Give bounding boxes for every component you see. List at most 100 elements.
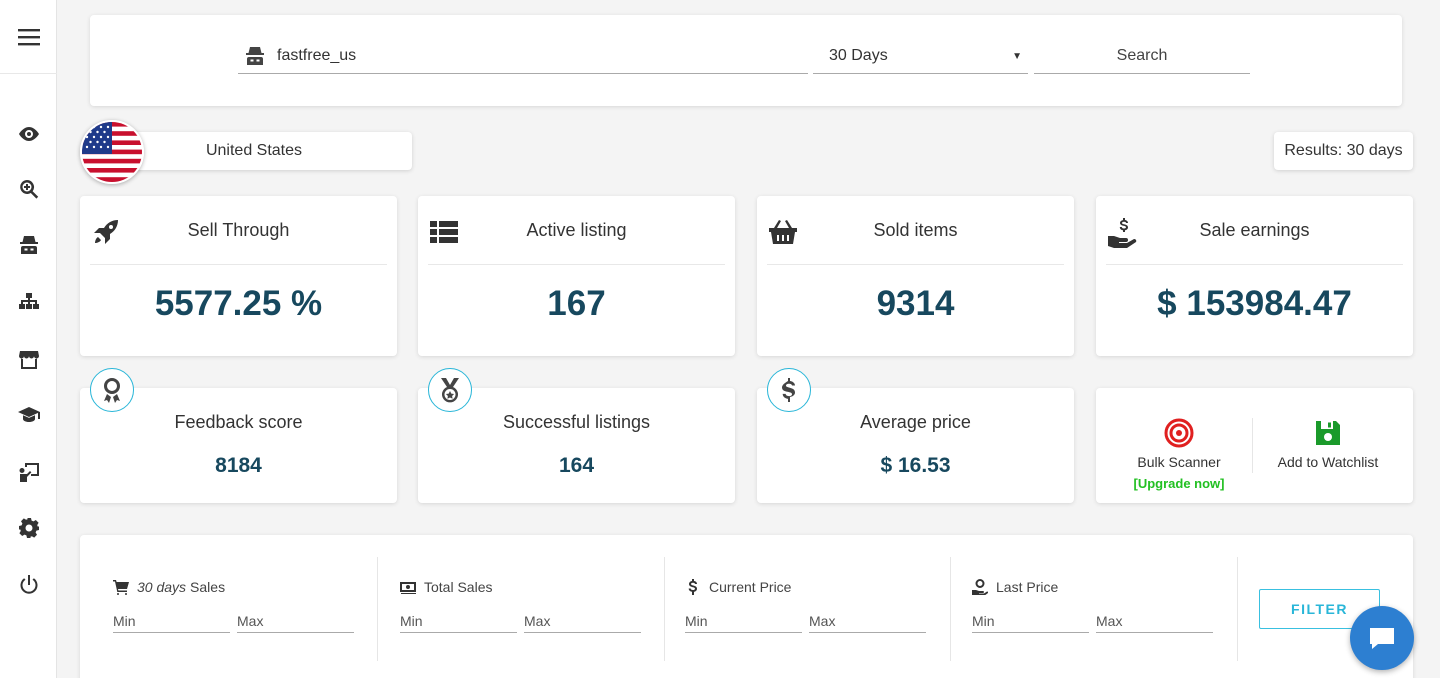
search-button[interactable]: Search — [1034, 39, 1250, 74]
divider — [767, 264, 1064, 265]
us-flag-icon — [80, 120, 144, 184]
max-input[interactable]: Max — [1096, 613, 1213, 633]
max-input[interactable]: Max — [809, 613, 926, 633]
cart-icon — [113, 580, 129, 595]
stat-value: 9314 — [876, 284, 955, 323]
save-icon — [1316, 421, 1340, 445]
spy-icon — [246, 47, 264, 65]
stat-title: Successful listings — [502, 412, 651, 432]
search-zoom-icon — [19, 180, 38, 199]
target-icon — [1164, 418, 1194, 448]
rocket-icon — [90, 216, 122, 248]
stat-card-feedback-score: Feedback score 8184 — [80, 368, 397, 503]
min-input[interactable]: Min — [113, 613, 230, 633]
divider — [1252, 418, 1253, 473]
search-panel: fastfree_us 30 Days ▼ Search — [90, 15, 1402, 106]
filter-heading: 30 days Sales — [113, 579, 378, 595]
country-select[interactable]: United States — [96, 132, 412, 170]
menu-button[interactable] — [0, 0, 57, 74]
stat-card-sell-through: Sell Through 5577.25 % — [80, 196, 397, 356]
sidebar-item-search[interactable] — [0, 169, 57, 209]
stat-title: Average price — [860, 412, 971, 432]
filter-heading-label: Current Price — [709, 579, 792, 595]
hamburger-icon — [17, 28, 40, 45]
upgrade-link[interactable]: [Upgrade now] — [1133, 476, 1225, 491]
graduation-cap-icon — [17, 407, 40, 422]
money-hand-icon — [1106, 216, 1138, 248]
sidebar-item-spy[interactable] — [0, 225, 57, 265]
sidebar — [0, 0, 57, 678]
stat-value: 167 — [547, 284, 606, 323]
sidebar-item-logout[interactable] — [0, 565, 57, 605]
basket-icon — [767, 216, 799, 248]
max-input[interactable]: Max — [237, 613, 354, 633]
actions-card: Bulk Scanner [Upgrade now] Add to Watchl… — [1096, 388, 1413, 503]
filter-total-sales: Total Sales Min Max — [400, 565, 665, 633]
filter-heading-italic: 30 days — [137, 579, 187, 595]
filter-heading-label: Sales — [190, 579, 226, 595]
power-icon — [20, 575, 37, 594]
dollar-icon — [767, 368, 811, 412]
divider — [1106, 264, 1403, 265]
filter-current-price: Current Price Min Max — [685, 565, 950, 633]
stat-title: Sold items — [873, 220, 958, 240]
bulk-scanner-label: Bulk Scanner — [1137, 454, 1221, 470]
sitemap-icon — [18, 293, 39, 309]
stat-value: $ 153984.47 — [1157, 284, 1352, 323]
divider — [950, 557, 951, 661]
divider — [90, 264, 387, 265]
min-input[interactable]: Min — [400, 613, 517, 633]
eye-icon — [18, 127, 39, 141]
stat-card-sold-items: Sold items 9314 — [757, 196, 1074, 356]
sidebar-item-settings[interactable] — [0, 508, 57, 548]
min-input[interactable]: Min — [685, 613, 802, 633]
bulk-scanner-button[interactable]: Bulk Scanner [Upgrade now] — [1104, 418, 1254, 491]
filter-heading: Current Price — [685, 579, 950, 595]
gear-icon — [18, 518, 39, 538]
stat-title: Feedback score — [174, 412, 303, 432]
stat-card-successful-listings: Successful listings 164 — [418, 368, 735, 503]
stat-card-average-price: Average price $ 16.53 — [757, 368, 1074, 503]
period-select[interactable]: 30 Days ▼ — [813, 39, 1028, 74]
divider — [428, 264, 725, 265]
teacher-icon — [19, 463, 39, 482]
medal-icon — [428, 368, 472, 412]
spy-icon — [19, 236, 38, 254]
filter-30-days-sales: 30 days Sales Min Max — [113, 565, 378, 633]
stat-card-active-listing: Active listing 167 — [418, 196, 735, 356]
divider — [1237, 557, 1238, 661]
add-to-watchlist-button[interactable]: Add to Watchlist — [1253, 418, 1403, 470]
watchlist-label: Add to Watchlist — [1277, 454, 1379, 470]
chat-icon — [1370, 628, 1394, 649]
divider — [377, 557, 378, 661]
divider — [664, 557, 665, 661]
filter-heading-label: Total Sales — [424, 579, 493, 595]
filter-heading: Total Sales — [400, 579, 665, 595]
award-icon — [90, 368, 134, 412]
max-input[interactable]: Max — [524, 613, 641, 633]
country-name: United States — [205, 142, 303, 159]
sidebar-item-overview[interactable] — [0, 114, 57, 154]
filter-heading: Last Price — [972, 579, 1237, 595]
stat-title: Active listing — [526, 220, 627, 240]
filter-last-price: Last Price Min Max — [972, 565, 1237, 633]
stat-value: 5577.25 % — [154, 284, 323, 323]
filter-heading-label: Last Price — [996, 579, 1059, 595]
username-value: fastfree_us — [277, 47, 357, 64]
chat-button[interactable] — [1350, 606, 1414, 670]
min-input[interactable]: Min — [972, 613, 1089, 633]
stat-title: Sell Through — [187, 220, 290, 240]
sidebar-item-training[interactable] — [0, 452, 57, 492]
sidebar-item-stores[interactable] — [0, 339, 57, 379]
username-input[interactable]: fastfree_us — [238, 39, 808, 74]
sidebar-item-categories[interactable] — [0, 282, 57, 322]
stat-value: 8184 — [215, 454, 262, 477]
stat-title: Sale earnings — [1199, 220, 1310, 240]
sidebar-item-academy[interactable] — [0, 395, 57, 435]
store-icon — [18, 351, 39, 369]
caret-down-icon: ▼ — [1012, 50, 1022, 62]
cash-icon — [400, 582, 416, 594]
results-badge: Results: 30 days — [1274, 132, 1413, 170]
filter-panel: 30 days Sales Min Max Total Sales Min Ma… — [80, 535, 1413, 678]
stat-card-sale-earnings: Sale earnings $ 153984.47 — [1096, 196, 1413, 356]
